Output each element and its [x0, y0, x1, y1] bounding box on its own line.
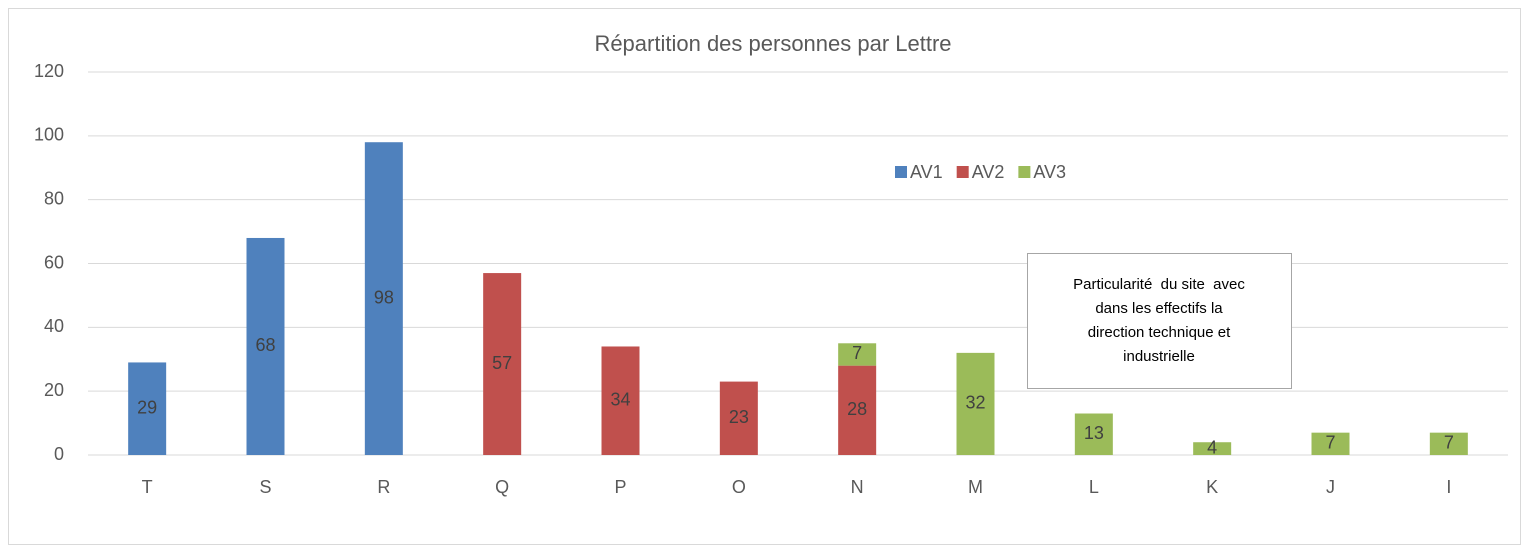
bar-segment: [1193, 442, 1232, 455]
x-tick-label: Q: [495, 477, 509, 497]
y-tick-label: 0: [54, 444, 64, 464]
chart-frame: [8, 8, 1521, 545]
data-label: 34: [610, 389, 630, 409]
y-tick-label: 100: [34, 125, 64, 145]
data-label: 7: [1325, 433, 1335, 453]
data-label: 28: [847, 399, 867, 419]
y-tick-label: 20: [44, 380, 64, 400]
legend-swatch: [895, 166, 907, 178]
bar-segment: [1074, 413, 1113, 455]
y-tick-label: 60: [44, 252, 64, 272]
data-label: 13: [1084, 423, 1104, 443]
bar-segment: [838, 343, 877, 366]
x-tick-label: P: [614, 477, 626, 497]
annotation-box: [1027, 253, 1292, 389]
x-tick-label: S: [259, 477, 271, 497]
data-label: 7: [1444, 433, 1454, 453]
bar-segment: [1311, 432, 1350, 455]
chart-title: Répartition des personnes par Lettre: [594, 31, 951, 56]
annotation-text: Particularité du site avec: [1073, 276, 1245, 293]
x-tick-label: N: [851, 477, 864, 497]
legend-label: AV3: [1033, 162, 1066, 182]
x-tick-label: O: [732, 477, 746, 497]
legend-swatch: [1018, 166, 1031, 178]
x-tick-label: R: [377, 477, 390, 497]
data-label: 7: [852, 343, 862, 363]
y-tick-label: 120: [34, 61, 64, 81]
bar-segment: [1429, 432, 1468, 455]
legend-label: AV2: [972, 162, 1005, 182]
data-label: 57: [492, 353, 512, 373]
legend-swatch: [956, 166, 969, 178]
x-tick-label: J: [1326, 477, 1335, 497]
x-tick-label: L: [1089, 477, 1099, 497]
x-tick-label: M: [968, 477, 983, 497]
x-tick-label: K: [1206, 477, 1218, 497]
data-label: 32: [965, 393, 985, 413]
bar-segment: [364, 142, 403, 455]
data-label: 23: [729, 407, 749, 427]
x-tick-label: T: [142, 477, 153, 497]
bar-segment: [719, 381, 758, 455]
data-label: 4: [1207, 437, 1217, 457]
bar-segment: [483, 273, 522, 455]
data-label: 68: [255, 335, 275, 355]
bar-segment: [838, 365, 877, 455]
legend-label: AV1: [910, 162, 943, 182]
data-label: 98: [374, 287, 394, 307]
bar-segment: [956, 352, 995, 455]
annotation-text: dans les effectifs la: [1095, 300, 1223, 317]
annotation-text: direction technique et: [1088, 324, 1231, 341]
annotation-text: industrielle: [1123, 348, 1195, 365]
bar-segment: [128, 362, 167, 455]
bar-segment: [246, 237, 285, 455]
y-tick-label: 80: [44, 188, 64, 208]
data-label: 29: [137, 397, 157, 417]
bar-segment: [601, 346, 640, 455]
y-tick-label: 40: [44, 316, 64, 336]
x-tick-label: I: [1446, 477, 1451, 497]
